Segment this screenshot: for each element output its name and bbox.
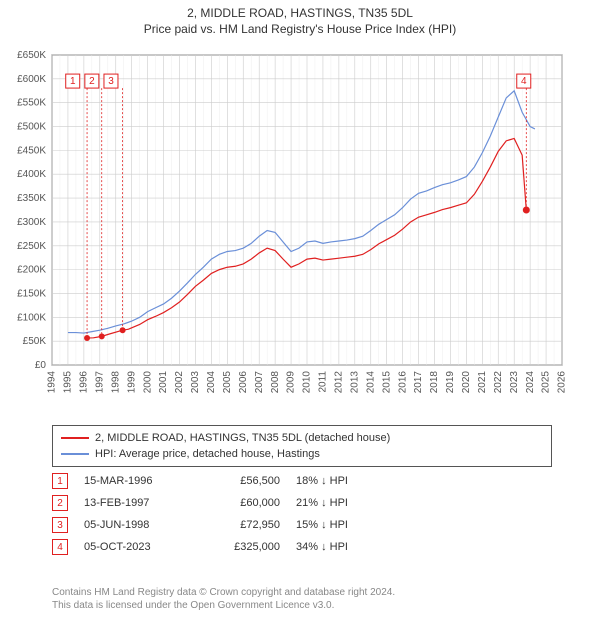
svg-text:£200K: £200K [17,265,46,276]
svg-text:1997: 1997 [94,371,105,394]
svg-text:2005: 2005 [222,371,233,394]
page-root: 2, MIDDLE ROAD, HASTINGS, TN35 5DL Price… [0,0,600,620]
event-price: £72,950 [200,519,280,531]
svg-text:2003: 2003 [190,371,201,394]
svg-text:1999: 1999 [126,371,137,394]
svg-text:£600K: £600K [17,74,46,85]
svg-text:1994: 1994 [47,371,58,394]
svg-text:2017: 2017 [413,371,424,394]
events-table: 1 15-MAR-1996 £56,500 18% ↓ HPI 2 13-FEB… [52,470,396,558]
event-price: £56,500 [200,475,280,487]
event-diff: 34% ↓ HPI [296,541,396,553]
event-date: 15-MAR-1996 [84,475,184,487]
chart-title-address: 2, MIDDLE ROAD, HASTINGS, TN35 5DL [0,6,600,20]
svg-text:2026: 2026 [557,371,568,394]
event-diff: 15% ↓ HPI [296,519,396,531]
svg-text:3: 3 [108,76,114,87]
svg-text:2010: 2010 [302,371,313,394]
svg-text:2024: 2024 [525,371,536,394]
legend-label: 2, MIDDLE ROAD, HASTINGS, TN35 5DL (deta… [95,432,390,444]
svg-text:1996: 1996 [79,371,90,394]
svg-text:2012: 2012 [334,371,345,394]
event-price: £60,000 [200,497,280,509]
svg-text:2004: 2004 [206,371,217,394]
event-row: 4 05-OCT-2023 £325,000 34% ↓ HPI [52,536,396,558]
svg-text:£550K: £550K [17,98,46,109]
svg-text:2011: 2011 [318,371,329,393]
footer-line2: This data is licensed under the Open Gov… [52,599,395,612]
event-date: 05-JUN-1998 [84,519,184,531]
svg-text:1: 1 [70,76,76,87]
svg-text:2016: 2016 [397,371,408,394]
svg-text:£400K: £400K [17,169,46,180]
footer-line1: Contains HM Land Registry data © Crown c… [52,586,395,599]
svg-text:2023: 2023 [509,371,520,394]
svg-text:£0: £0 [35,360,47,371]
svg-text:2: 2 [89,76,95,87]
event-price: £325,000 [200,541,280,553]
svg-text:2001: 2001 [158,371,169,394]
chart-svg: £0 £50K £100K £150K £200K £250K £300K £350K £400… [0,45,600,415]
svg-text:2022: 2022 [493,371,504,394]
legend-item: HPI: Average price, detached house, Hast… [61,446,543,462]
event-row: 1 15-MAR-1996 £56,500 18% ↓ HPI [52,470,396,492]
event-row: 2 13-FEB-1997 £60,000 21% ↓ HPI [52,492,396,514]
legend-swatch [61,453,89,455]
svg-text:2020: 2020 [461,371,472,394]
chart: £0 £50K £100K £150K £200K £250K £300K £350K £400… [0,45,600,415]
event-date: 13-FEB-1997 [84,497,184,509]
svg-text:4: 4 [521,76,527,87]
chart-title-sub: Price paid vs. HM Land Registry's House … [0,22,600,36]
legend-item: 2, MIDDLE ROAD, HASTINGS, TN35 5DL (deta… [61,430,543,446]
svg-text:£650K: £650K [17,50,46,61]
event-number-box: 2 [52,495,68,511]
event-date: 05-OCT-2023 [84,541,184,553]
event-number-box: 3 [52,517,68,533]
legend-swatch [61,437,89,439]
legend: 2, MIDDLE ROAD, HASTINGS, TN35 5DL (deta… [52,425,552,467]
svg-text:2006: 2006 [238,371,249,394]
svg-text:2009: 2009 [286,371,297,394]
svg-text:£350K: £350K [17,193,46,204]
event-diff: 21% ↓ HPI [296,497,396,509]
svg-text:£50K: £50K [23,336,47,347]
svg-text:£100K: £100K [17,312,46,323]
svg-text:2008: 2008 [270,371,281,394]
titles: 2, MIDDLE ROAD, HASTINGS, TN35 5DL Price… [0,0,600,36]
svg-text:2000: 2000 [142,371,153,394]
svg-text:2019: 2019 [445,371,456,394]
svg-text:£450K: £450K [17,145,46,156]
svg-text:£500K: £500K [17,122,46,133]
svg-text:2002: 2002 [174,371,185,394]
svg-text:2018: 2018 [429,371,440,394]
svg-text:£150K: £150K [17,288,46,299]
svg-text:2014: 2014 [365,371,376,394]
event-diff: 18% ↓ HPI [296,475,396,487]
svg-text:£300K: £300K [17,217,46,228]
legend-label: HPI: Average price, detached house, Hast… [95,448,320,460]
footer: Contains HM Land Registry data © Crown c… [52,586,395,612]
svg-text:1995: 1995 [63,371,74,394]
svg-text:1998: 1998 [110,371,121,394]
svg-text:2025: 2025 [541,371,552,394]
svg-text:2013: 2013 [349,371,360,394]
event-number-box: 1 [52,473,68,489]
svg-text:£250K: £250K [17,241,46,252]
svg-text:2021: 2021 [477,371,488,394]
svg-text:2015: 2015 [381,371,392,394]
event-number-box: 4 [52,539,68,555]
event-row: 3 05-JUN-1998 £72,950 15% ↓ HPI [52,514,396,536]
svg-text:2007: 2007 [254,371,265,394]
